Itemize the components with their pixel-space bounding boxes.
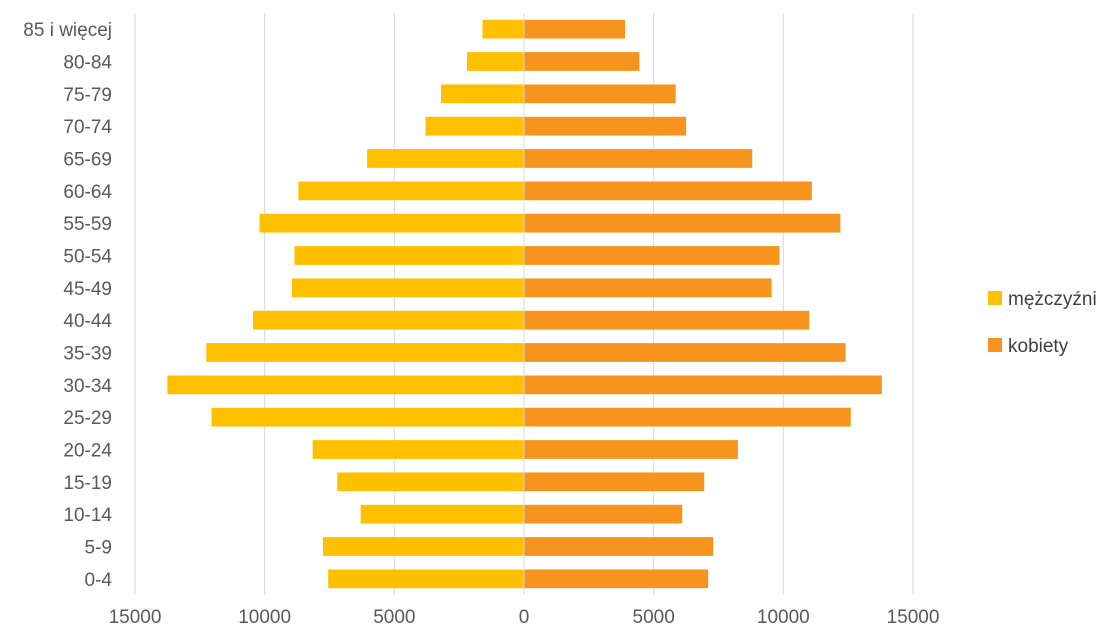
bar-male-40-44	[252, 310, 524, 330]
y-tick-label: 30-34	[63, 376, 112, 397]
bar-male-60-64	[298, 181, 524, 201]
bar-male-70-74	[425, 116, 524, 136]
bar-male-75-79	[441, 84, 524, 104]
bar-male-80-84	[466, 52, 524, 71]
y-tick-label: 85 i więcej	[23, 20, 112, 41]
bar-female-5-9	[524, 537, 714, 556]
x-tick-label: 5000	[373, 607, 415, 628]
bar-male-30-34	[167, 375, 524, 395]
bar-male-65-69	[367, 149, 524, 168]
y-tick-label: 35-39	[63, 344, 112, 365]
bar-male-5-9	[323, 537, 524, 556]
axes: 15000 10000 5000 0 5000 10000 15000 0-4 5-9 10-14…	[23, 13, 939, 628]
bar-female-25-29	[524, 407, 851, 427]
legend-label: mężczyźni	[1008, 289, 1097, 310]
bar-male-55-59	[259, 213, 524, 233]
y-tick-label: 25-29	[63, 408, 112, 429]
bar-female-65-69	[524, 149, 753, 168]
bar-female-35-39	[524, 343, 846, 362]
bars	[167, 19, 882, 589]
bar-male-50-54	[294, 246, 524, 265]
bar-male-15-19	[337, 472, 524, 492]
bar-male-35-39	[206, 343, 525, 362]
y-tick-label: 60-64	[63, 182, 112, 203]
y-tick-label: 80-84	[63, 53, 112, 74]
bar-male-45-49	[291, 278, 524, 298]
x-tick-label: 0	[519, 607, 530, 628]
y-tick-label: 20-24	[63, 441, 112, 462]
y-tick-label: 75-79	[63, 85, 112, 106]
bar-female-55-59	[524, 213, 841, 233]
bar-male-20-24	[312, 440, 524, 459]
y-tick-label: 5-9	[85, 538, 112, 559]
legend-swatch	[988, 338, 1002, 352]
bar-female-75-79	[524, 84, 676, 104]
legend-label: kobiety	[1008, 336, 1069, 357]
y-tick-label: 10-14	[63, 505, 112, 526]
bar-female-40-44	[524, 310, 810, 330]
y-tick-label: 45-49	[63, 279, 112, 300]
bar-male-25-29	[211, 407, 524, 427]
y-tick-label: 40-44	[63, 311, 112, 332]
x-tick-label: 10000	[238, 607, 291, 628]
legend-swatch	[988, 291, 1002, 305]
bar-female-20-24	[524, 440, 738, 459]
bar-female-45-49	[524, 278, 772, 298]
bar-female-70-74	[524, 116, 687, 136]
bar-female-80-84	[524, 52, 640, 71]
y-tick-label: 65-69	[63, 150, 112, 171]
bar-female-10-14	[524, 504, 683, 524]
y-tick-label: 55-59	[63, 214, 112, 235]
legend: mężczyźni kobiety	[988, 289, 1097, 357]
bar-male-10-14	[360, 504, 524, 524]
bar-female-0-4	[524, 569, 709, 589]
bar-male-85-i-więcej	[482, 19, 524, 39]
bar-female-50-54	[524, 246, 780, 265]
bar-male-0-4	[328, 569, 524, 589]
y-tick-label: 70-74	[63, 117, 112, 138]
bar-female-60-64	[524, 181, 812, 201]
bar-female-85-i-więcej	[524, 19, 626, 39]
x-tick-label: 10000	[757, 607, 810, 628]
x-tick-label: 15000	[109, 607, 162, 628]
bar-female-15-19	[524, 472, 705, 492]
y-tick-label: 15-19	[63, 473, 112, 494]
x-tick-label: 15000	[887, 607, 940, 628]
bar-female-30-34	[524, 375, 882, 395]
y-tick-label: 50-54	[63, 247, 112, 268]
y-tick-label: 0-4	[85, 570, 113, 591]
x-tick-label: 5000	[633, 607, 675, 628]
